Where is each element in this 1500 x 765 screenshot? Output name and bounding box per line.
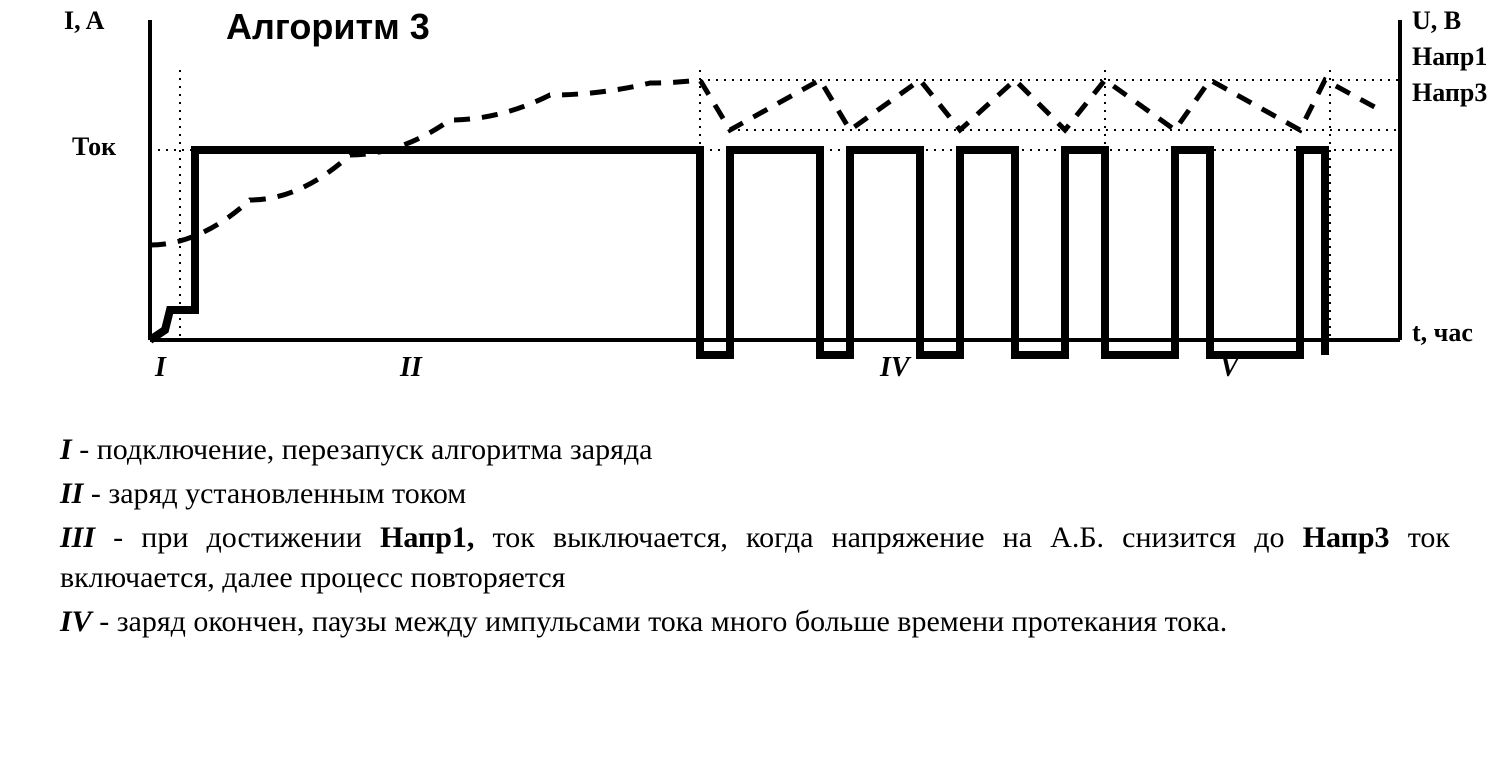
y-right-tick-napr1: Напр1 (1412, 42, 1487, 72)
chart-title: Алгоритм 3 (226, 6, 430, 48)
legend-area: I - подключение, перезапуск алгоритма за… (60, 430, 1450, 646)
legend-item-1: I - подключение, перезапуск алгоритма за… (60, 430, 1450, 470)
chart-area: IIIIVV I, A U, В Напр1 Напр3 Ток t, час … (0, 0, 1500, 420)
svg-text:IV: IV (879, 352, 912, 383)
legend-bold: Напр1, (380, 521, 474, 554)
y-right-tick-napr3: Напр3 (1412, 78, 1487, 108)
legend-numeral: III (60, 521, 95, 554)
y-right-axis-label: U, В (1412, 6, 1461, 36)
legend-item-3: III - при достижении Напр1, ток выключае… (60, 518, 1450, 598)
legend-numeral: IV (60, 605, 92, 638)
y-left-axis-label: I, A (64, 6, 104, 36)
svg-text:II: II (399, 352, 423, 383)
legend-item-2: II - заряд установленным током (60, 474, 1450, 514)
x-axis-label: t, час (1412, 318, 1473, 348)
legend-numeral: I (60, 433, 72, 466)
legend-numeral: II (60, 477, 83, 510)
legend-bold: Напр3 (1303, 521, 1390, 554)
y-left-tick-tok: Ток (72, 132, 116, 162)
svg-text:V: V (1220, 352, 1241, 383)
legend-item-4: IV - заряд окончен, паузы между импульса… (60, 602, 1450, 642)
svg-text:I: I (154, 352, 167, 383)
chart-svg: IIIIVV (0, 0, 1500, 420)
